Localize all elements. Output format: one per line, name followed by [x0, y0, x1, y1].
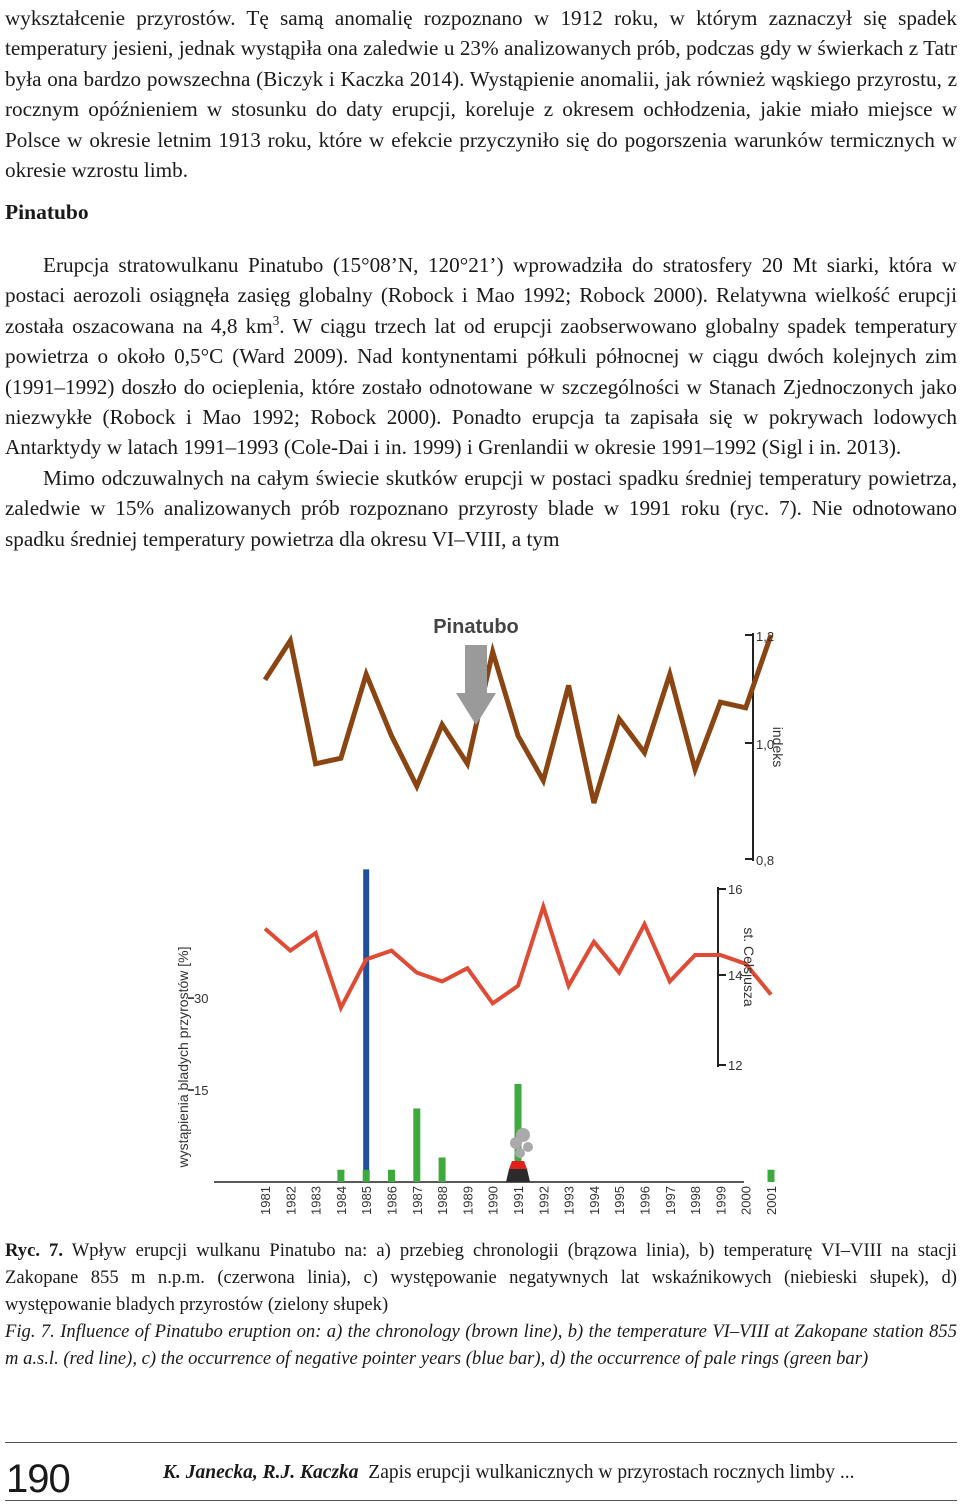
figure-caption: Ryc. 7. Wpływ erupcji wulkanu Pinatubo n… — [5, 1237, 957, 1372]
x-tick-label: 1993 — [562, 1186, 577, 1215]
temperature-line — [263, 900, 773, 1013]
eruption-arrow-icon — [456, 645, 496, 725]
x-tick-label: 1995 — [612, 1186, 627, 1215]
temperature-axis-label: st. Celsjusza — [741, 927, 757, 1007]
pale-rings-tick-label: 30 — [194, 991, 208, 1006]
pale-ring-bar — [413, 1108, 421, 1182]
chart-title: Pinatubo — [433, 616, 519, 638]
index-tick-label: 1,2 — [756, 629, 774, 644]
running-head-authors: K. Janecka, R.J. Kaczka — [163, 1462, 359, 1483]
page-number: 190 — [6, 1457, 71, 1501]
temperature-tick-label: 16 — [728, 882, 742, 897]
eruption-marker — [506, 1128, 533, 1182]
x-tick-label: 1981 — [258, 1186, 273, 1215]
body-paragraph-1: wykształcenie przyrostów. Tę samą anomal… — [5, 3, 957, 185]
caption-label: Ryc. 7. — [5, 1240, 63, 1261]
index-axis-label: indeks — [770, 727, 786, 767]
x-tick-label: 1994 — [587, 1186, 602, 1215]
caption-polish: Ryc. 7. Wpływ erupcji wulkanu Pinatubo n… — [5, 1237, 957, 1318]
caption-english: Fig. 7. Influence of Pinatubo eruption o… — [5, 1321, 957, 1369]
x-tick-label: 1982 — [283, 1186, 298, 1215]
pale-rings-tick-label: 15 — [194, 1083, 208, 1098]
temperature-tick-label: 12 — [728, 1058, 742, 1073]
x-tick-label: 1991 — [511, 1186, 526, 1215]
x-tick-label: 1988 — [435, 1186, 450, 1215]
running-head-title: Zapis erupcji wulkanicznych w przyrostac… — [368, 1462, 855, 1483]
pale-rings-axis-label: wystąpienia bladych przyrostów [%] — [175, 947, 191, 1169]
paragraph-2-part-a: Erupcja stratowulkanu Pinatubo (15°08’N,… — [5, 253, 957, 338]
superscript: 3 — [272, 312, 280, 328]
x-tick-label: 1992 — [536, 1186, 551, 1215]
running-head: K. Janecka, R.J. Kaczka Zapis erupcji wu… — [163, 1460, 855, 1486]
x-tick-label: 2001 — [764, 1186, 779, 1215]
x-tick-label: 1985 — [359, 1186, 374, 1215]
negative-year-bar — [363, 869, 370, 1182]
body-paragraphs-2: Erupcja stratowulkanu Pinatubo (15°08’N,… — [5, 250, 957, 554]
pale-ring-bar — [362, 1169, 370, 1182]
chronology-line — [262, 634, 774, 804]
x-tick-label: 1996 — [638, 1186, 653, 1215]
pinatubo-chart: Pinatubo 1,2 1,0 0,8 16 14 12 30 15 indeks st. Cel… — [175, 616, 786, 1215]
pale-ring-bar — [767, 1169, 775, 1182]
x-tick-label: 2000 — [739, 1186, 754, 1215]
x-tick-label: 1987 — [410, 1186, 425, 1215]
paragraph-3: Mimo odczuwalnych na całym świecie skutk… — [5, 465, 957, 551]
x-tick-label: 1984 — [334, 1186, 349, 1215]
x-tick-label: 1999 — [713, 1186, 728, 1215]
x-tick-label: 1990 — [486, 1186, 501, 1215]
x-tick-label: 1986 — [385, 1186, 400, 1215]
index-axis — [745, 633, 754, 861]
x-tick-label: 1989 — [460, 1186, 475, 1215]
footer-rule-top — [5, 1442, 957, 1443]
section-heading: Pinatubo — [5, 200, 89, 224]
x-tick-label: 1997 — [663, 1186, 678, 1215]
x-tick-label: 1983 — [309, 1186, 324, 1215]
index-tick-label: 1,0 — [756, 737, 774, 752]
paragraph-2-part-b: . W ciągu trzech lat od erupcji zaobserw… — [5, 313, 957, 460]
pale-ring-bar — [438, 1157, 446, 1182]
pale-ring-bar — [388, 1169, 395, 1182]
temperature-tick-label: 14 — [728, 968, 742, 983]
pale-ring-bar — [337, 1169, 345, 1182]
footer-rule-bottom — [5, 1500, 957, 1501]
pale-rings-axis-ticks — [188, 997, 194, 1091]
index-tick-label: 0,8 — [756, 853, 774, 868]
paragraph-2: Erupcja stratowulkanu Pinatubo (15°08’N,… — [5, 250, 957, 463]
caption-polish-text: Wpływ erupcji wulkanu Pinatubo na: a) pr… — [5, 1240, 957, 1315]
temperature-axis — [717, 887, 726, 1067]
x-tick-label: 1998 — [688, 1186, 703, 1215]
paragraph-top: wykształcenie przyrostów. Tę samą anomal… — [5, 6, 957, 183]
